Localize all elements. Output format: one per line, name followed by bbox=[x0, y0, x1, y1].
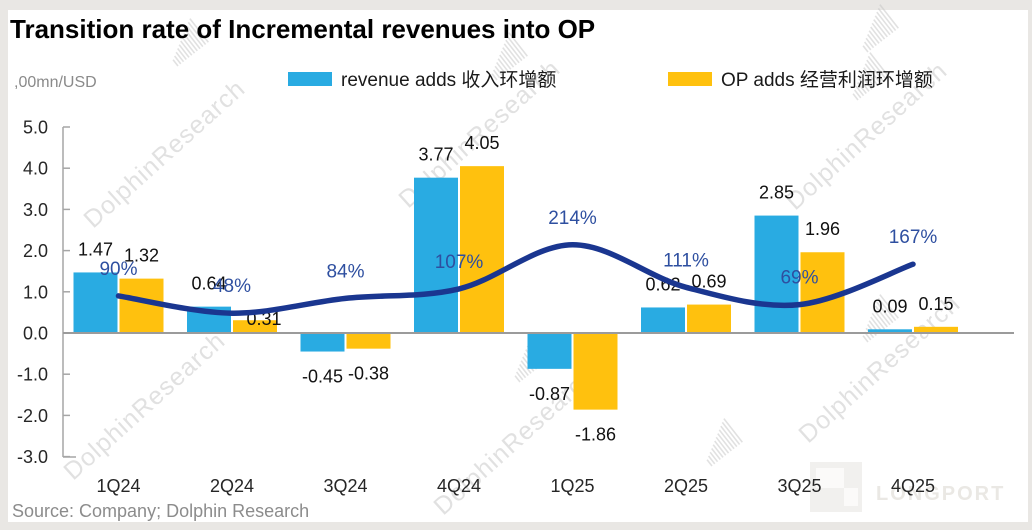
y-tick-label: -2.0 bbox=[17, 406, 48, 426]
bar-revenue-1Q25 bbox=[527, 333, 572, 369]
y-tick-label: 1.0 bbox=[23, 282, 48, 302]
percent-label-1Q25: 214% bbox=[548, 208, 597, 229]
percent-label-2Q25: 111% bbox=[663, 250, 709, 271]
y-tick-label: 4.0 bbox=[23, 159, 48, 179]
legend-swatch-op-icon bbox=[668, 71, 712, 86]
legend-label-revenue: revenue adds 收入环增额 bbox=[341, 70, 557, 91]
bar-op-3Q24 bbox=[346, 333, 391, 349]
y-axis: 5.0 4.0 3.0 2.0 1.0 0.0 -1.0 -2.0 -3.0 bbox=[17, 118, 76, 467]
longport-logo-text: LONGPORT bbox=[876, 483, 1006, 505]
x-label-4Q25: 4Q25 bbox=[891, 476, 935, 496]
x-label-3Q24: 3Q24 bbox=[323, 476, 367, 496]
value-label-revenue-3Q24: -0.45 bbox=[302, 367, 343, 387]
longport-logo-icon bbox=[810, 462, 862, 512]
value-label-revenue-1Q25: -0.87 bbox=[529, 384, 570, 404]
chart-title: Transition rate of Incremental revenues … bbox=[10, 14, 596, 44]
y-tick-label: 0.0 bbox=[23, 324, 48, 344]
longport-watermark: LONGPORT bbox=[810, 462, 1005, 512]
legend-label-op: OP adds 经营利润环增额 bbox=[721, 70, 933, 91]
value-label-op-4Q24: 4.05 bbox=[464, 133, 499, 153]
value-label-op-1Q24: 1.32 bbox=[124, 246, 159, 266]
bar-revenue-3Q24 bbox=[300, 333, 345, 352]
y-tick-label: 2.0 bbox=[23, 241, 48, 261]
bar-revenue-1Q24 bbox=[73, 272, 118, 333]
y-axis-unit-label: ,00mn/USD bbox=[14, 74, 97, 91]
x-label-2Q25: 2Q25 bbox=[664, 476, 708, 496]
x-label-1Q25: 1Q25 bbox=[550, 476, 594, 496]
percent-label-4Q25: 167% bbox=[889, 227, 938, 248]
bar-revenue-4Q25 bbox=[868, 329, 912, 333]
value-label-op-2Q25: 0.69 bbox=[691, 272, 726, 292]
bar-revenue-2Q25 bbox=[641, 307, 685, 333]
source-note: Source: Company; Dolphin Research bbox=[12, 501, 310, 521]
bar-op-1Q25 bbox=[573, 333, 618, 410]
y-tick-label: -1.0 bbox=[17, 365, 48, 385]
bar-op-2Q24 bbox=[233, 320, 277, 333]
transition-rate-line bbox=[115, 242, 916, 316]
value-label-revenue-1Q24: 1.47 bbox=[78, 239, 113, 259]
bar-revenue-4Q24 bbox=[414, 177, 458, 333]
legend-swatch-revenue-icon bbox=[288, 71, 332, 86]
x-label-1Q24: 1Q24 bbox=[96, 476, 140, 496]
bar-revenue-3Q25 bbox=[754, 215, 799, 333]
percent-label-3Q25: 69% bbox=[780, 268, 818, 289]
legend-item-revenue: revenue adds 收入环增额 bbox=[288, 65, 556, 92]
bar-op-4Q24 bbox=[460, 166, 504, 333]
x-label-3Q25: 3Q25 bbox=[777, 476, 821, 496]
bar-op-2Q25 bbox=[687, 304, 731, 333]
value-label-op-3Q24: -0.38 bbox=[348, 364, 389, 384]
watermark-hatch-icon bbox=[706, 418, 743, 467]
percent-label-4Q24: 107% bbox=[435, 252, 484, 273]
watermark-text: DolphinResearch bbox=[58, 326, 230, 485]
value-label-revenue-4Q25: 0.09 bbox=[872, 296, 907, 316]
bar-op-4Q25 bbox=[914, 326, 958, 333]
percent-label-3Q24: 84% bbox=[326, 261, 364, 282]
value-label-op-4Q25: 0.15 bbox=[918, 294, 953, 314]
value-label-revenue-4Q24: 3.77 bbox=[418, 145, 453, 165]
y-tick-label: 3.0 bbox=[23, 200, 48, 220]
value-label-revenue-2Q24: 0.64 bbox=[191, 274, 226, 294]
x-label-2Q24: 2Q24 bbox=[210, 476, 254, 496]
y-tick-label: 5.0 bbox=[23, 118, 48, 138]
percent-label-2Q24: 48% bbox=[213, 276, 251, 297]
x-label-4Q24: 4Q24 bbox=[437, 476, 481, 496]
y-tick-label: -3.0 bbox=[17, 447, 48, 467]
watermark-text: DolphinResearch bbox=[78, 74, 250, 233]
value-label-op-3Q25: 1.96 bbox=[805, 219, 840, 239]
watermark-hatch-icon bbox=[852, 52, 889, 101]
legend-item-op: OP adds 经营利润环增额 bbox=[668, 65, 933, 92]
watermark-hatch-icon bbox=[172, 18, 209, 67]
percent-label-1Q24: 90% bbox=[99, 259, 137, 280]
value-label-op-1Q25: -1.86 bbox=[575, 425, 616, 445]
watermark-hatch-icon bbox=[491, 32, 528, 81]
watermark-hatch-icon bbox=[862, 4, 899, 53]
bars-layer bbox=[73, 166, 958, 410]
value-label-revenue-3Q25: 2.85 bbox=[759, 183, 794, 203]
